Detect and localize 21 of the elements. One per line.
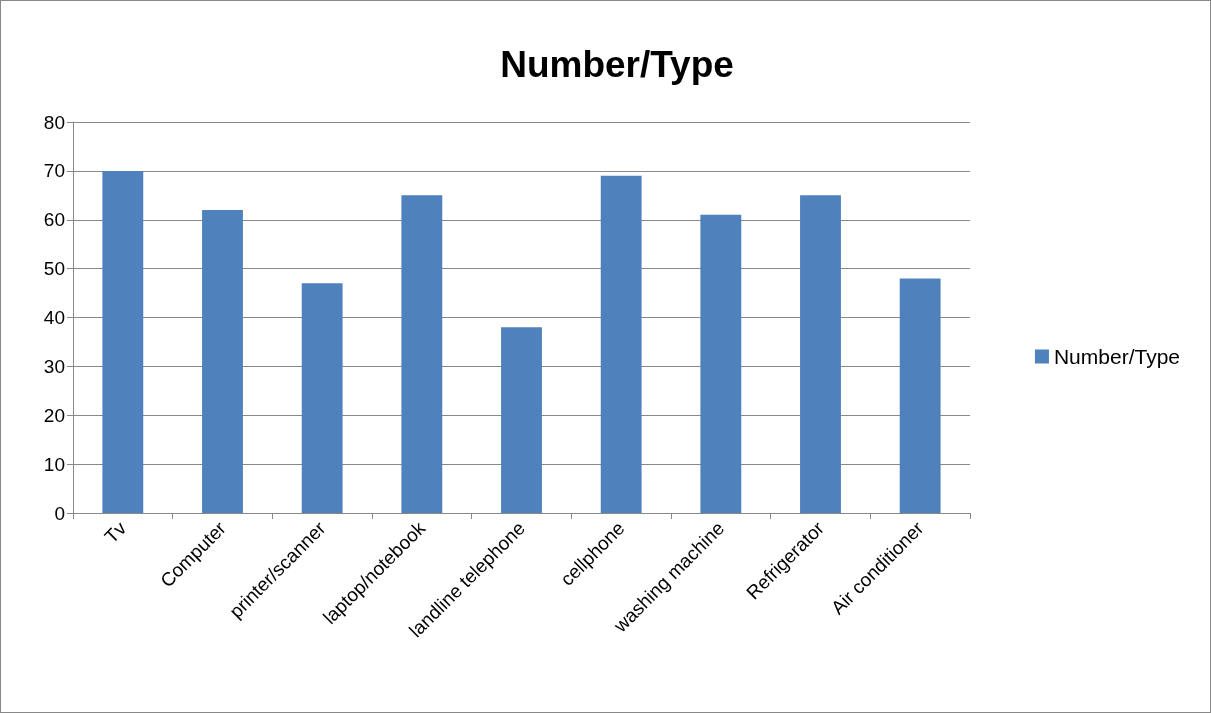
y-tick-label: 50 (43, 258, 65, 280)
bar (899, 278, 941, 513)
bar (600, 175, 642, 513)
y-tick-label: 20 (43, 404, 65, 426)
bar (800, 195, 841, 513)
y-tick-label: 0 (54, 502, 65, 524)
legend-label: Number/Type (1053, 345, 1181, 368)
y-tick-label: 30 (43, 355, 65, 377)
bar (501, 327, 542, 513)
chart-title: Number/Type (500, 44, 734, 85)
y-tick-label: 70 (43, 160, 65, 182)
y-tick-label: 60 (43, 209, 65, 231)
y-tick-label: 40 (43, 307, 65, 328)
bar (700, 214, 742, 513)
x-tick-label: Tv (100, 517, 131, 548)
bar (401, 195, 443, 513)
bar (202, 209, 243, 513)
bar (102, 170, 144, 513)
y-tick-label: 10 (43, 453, 65, 475)
y-tick-label: 80 (43, 111, 65, 133)
bar (301, 283, 343, 513)
